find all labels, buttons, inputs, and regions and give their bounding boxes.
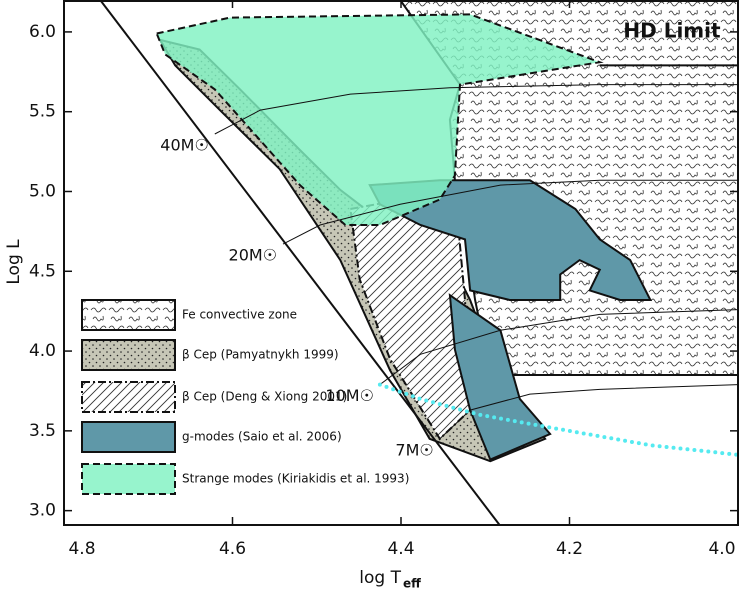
legend-label: β Cep (Deng & Xiong 2001) <box>182 390 347 404</box>
hd-limit-label: HD Limit <box>623 19 721 43</box>
main-sequence <box>99 0 501 525</box>
mass-label: 40M☉ <box>160 136 209 155</box>
mass-track <box>439 384 738 440</box>
region <box>368 179 653 461</box>
region <box>155 13 604 226</box>
y-tick-label: 4.0 <box>29 341 56 361</box>
y-axis-label: Log L <box>4 239 24 285</box>
legend-swatch <box>81 299 176 331</box>
y-tick-label: 5.0 <box>29 181 56 201</box>
x-tick-label: 4.8 <box>68 539 95 559</box>
legend-label: g-modes (Saio et al. 2006) <box>182 430 342 444</box>
y-tick-label: 6.0 <box>29 22 56 42</box>
x-tick-label: 4.6 <box>219 539 246 559</box>
x-tick-label: 4.4 <box>387 539 414 559</box>
y-tick-label: 3.0 <box>29 501 56 521</box>
mass-track <box>214 84 738 135</box>
x-axis-label: log T <box>359 568 401 588</box>
legend-label: β Cep (Pamyatnykh 1999) <box>182 348 339 362</box>
x-tick-label: 4.0 <box>708 539 735 559</box>
y-tick-label: 4.5 <box>29 261 56 281</box>
plot-area <box>99 0 738 525</box>
legend-swatch <box>81 421 176 453</box>
x-axis-label-sub: eff <box>403 577 421 589</box>
y-tick-label: 3.5 <box>29 421 56 441</box>
legend-swatch <box>81 463 176 495</box>
legend-swatch <box>81 339 176 371</box>
mass-track <box>282 179 738 245</box>
legend-label: Strange modes (Kiriakidis et al. 1993) <box>182 472 409 486</box>
legend-label: Fe convective zone <box>182 308 297 322</box>
y-tick-label: 5.5 <box>29 102 56 122</box>
mass-track <box>379 309 738 386</box>
x-tick-label: 4.2 <box>556 539 583 559</box>
mass-label: 20M☉ <box>229 246 278 265</box>
dotted-line <box>377 382 738 457</box>
mass-label: 7M☉ <box>395 440 433 459</box>
mass-label: 10M☉ <box>325 386 374 405</box>
legend-swatch <box>81 381 176 413</box>
